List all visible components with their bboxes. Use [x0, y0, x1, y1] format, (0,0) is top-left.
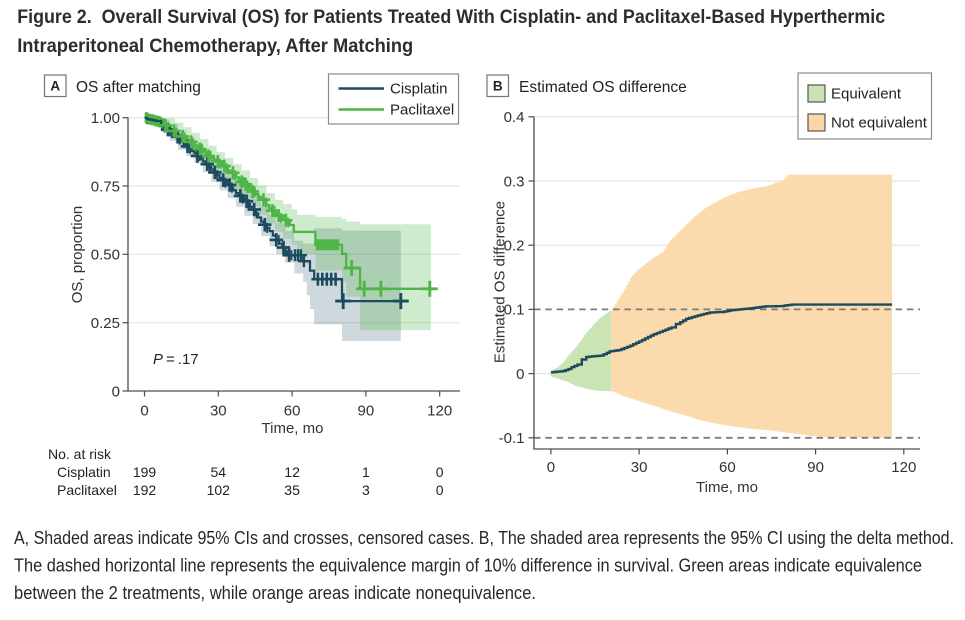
- svg-text:Paclitaxel: Paclitaxel: [390, 102, 454, 119]
- svg-text:P = .17: P = .17: [153, 351, 199, 368]
- svg-text:Time, mo: Time, mo: [262, 420, 324, 437]
- svg-text:-0.1: -0.1: [499, 430, 525, 447]
- svg-text:30: 30: [631, 459, 648, 476]
- svg-text:Time, mo: Time, mo: [696, 479, 758, 496]
- svg-text:35: 35: [284, 482, 300, 498]
- svg-text:0: 0: [436, 464, 444, 480]
- svg-text:0: 0: [140, 403, 148, 420]
- svg-text:Paclitaxel: Paclitaxel: [57, 482, 117, 498]
- svg-text:90: 90: [358, 403, 375, 420]
- svg-text:No. at risk: No. at risk: [48, 446, 112, 462]
- svg-text:OS after matching: OS after matching: [76, 79, 201, 96]
- svg-text:90: 90: [807, 459, 824, 476]
- svg-text:0.4: 0.4: [504, 109, 525, 126]
- svg-text:0.3: 0.3: [504, 173, 525, 190]
- svg-text:Estimated OS difference: Estimated OS difference: [519, 79, 687, 96]
- svg-text:12: 12: [284, 464, 300, 480]
- svg-text:between the 2 treatments, whil: between the 2 treatments, while orange a…: [14, 582, 536, 603]
- svg-text:Intraperitoneal Chemotherapy,: Intraperitoneal Chemotherapy, After Matc…: [17, 35, 413, 57]
- svg-text:0.50: 0.50: [91, 247, 120, 264]
- svg-text:120: 120: [891, 459, 916, 476]
- svg-text:The dashed horizontal line rep: The dashed horizontal line represents th…: [14, 554, 922, 575]
- svg-text:120: 120: [427, 403, 452, 420]
- svg-text:1.00: 1.00: [91, 110, 120, 127]
- svg-text:0: 0: [516, 366, 524, 383]
- svg-text:0.1: 0.1: [504, 302, 525, 319]
- svg-text:Estimated OS difference: Estimated OS difference: [492, 201, 509, 363]
- svg-text:0: 0: [112, 383, 120, 400]
- svg-text:0: 0: [436, 482, 444, 498]
- svg-text:Cisplatin: Cisplatin: [390, 81, 448, 98]
- svg-text:1: 1: [362, 464, 370, 480]
- svg-text:3: 3: [362, 482, 370, 498]
- svg-text:199: 199: [133, 464, 157, 480]
- svg-text:0.75: 0.75: [91, 178, 120, 195]
- svg-text:192: 192: [133, 482, 157, 498]
- svg-text:0.25: 0.25: [91, 315, 120, 332]
- svg-text:0.2: 0.2: [504, 238, 525, 255]
- svg-text:A, Shaded areas indicate 95% C: A, Shaded areas indicate 95% CIs and cro…: [14, 527, 954, 548]
- svg-text:Cisplatin: Cisplatin: [57, 464, 111, 480]
- svg-text:30: 30: [210, 403, 227, 420]
- svg-text:A: A: [50, 79, 60, 94]
- svg-text:60: 60: [719, 459, 736, 476]
- svg-text:54: 54: [211, 464, 227, 480]
- svg-text:Not equivalent: Not equivalent: [831, 115, 928, 132]
- svg-text:60: 60: [284, 403, 301, 420]
- svg-text:102: 102: [207, 482, 231, 498]
- svg-text:B: B: [493, 79, 503, 94]
- svg-text:OS, proportion: OS, proportion: [69, 206, 86, 304]
- svg-text:Figure 2. Overall Survival (O: Figure 2. Overall Survival (OS) for Pati…: [17, 6, 885, 28]
- svg-text:Equivalent: Equivalent: [831, 86, 902, 103]
- svg-text:0: 0: [547, 459, 555, 476]
